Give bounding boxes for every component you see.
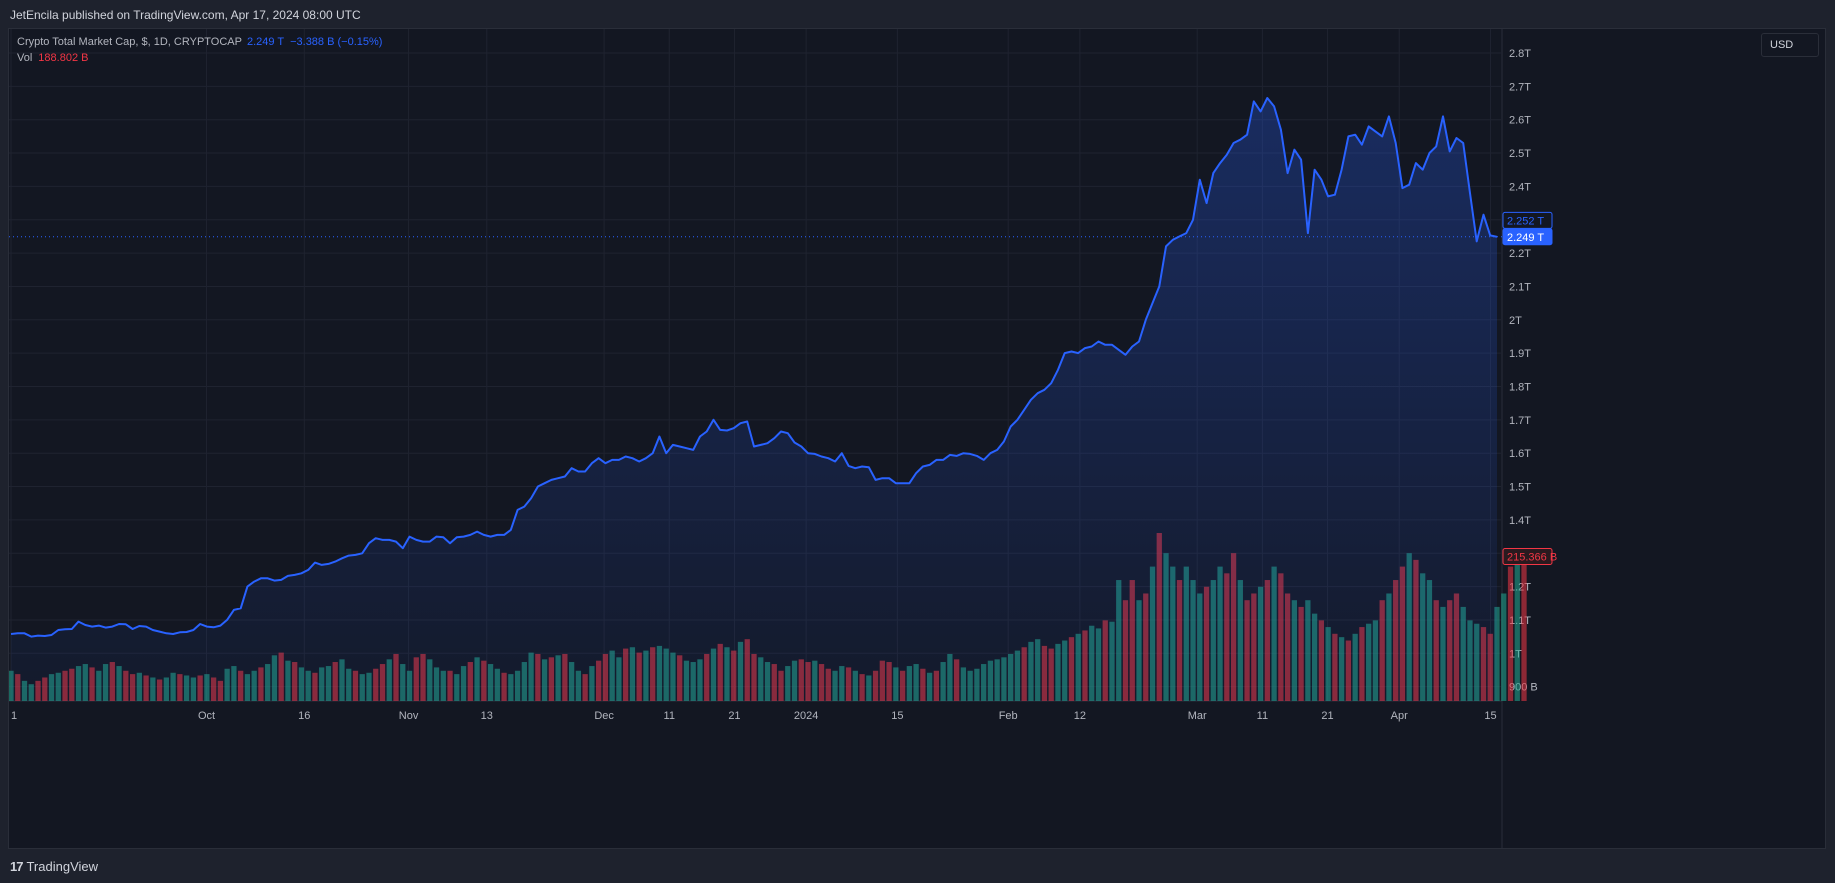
legend-volume-row[interactable]: Vol 188.802 B — [17, 50, 382, 66]
legend-change: −3.388 B (−0.15%) — [290, 36, 383, 48]
price-line — [10, 97, 1498, 638]
chart-legend: Crypto Total Market Cap, $, 1D, CRYPTOCA… — [17, 34, 382, 66]
x-axis-tick-label: Apr — [1391, 710, 1408, 722]
x-axis-tick-label: 1 — [11, 710, 17, 722]
chart-canvas[interactable]: 2.8T2.7T2.6T2.5T2.4T2.3T2.2T2.1T2T1.9T1.… — [9, 29, 1825, 848]
x-axis-tick-label: 15 — [1484, 710, 1496, 722]
y-axis-tick-label: 1.4T — [1509, 515, 1531, 527]
legend-price-row[interactable]: Crypto Total Market Cap, $, 1D, CRYPTOCA… — [17, 34, 382, 50]
x-axis-tick-label: Feb — [999, 710, 1018, 722]
tradingview-brand: TradingView — [26, 859, 99, 874]
svg-text:2.252 T: 2.252 T — [1507, 215, 1544, 227]
x-axis-tick-label: 15 — [891, 710, 903, 722]
ma-value-tag: 2.252 T — [1502, 211, 1553, 229]
x-axis-tick-label: Dec — [594, 710, 614, 722]
legend-vol-value: 188.802 B — [38, 52, 89, 64]
x-axis-tick-label: 12 — [1074, 710, 1086, 722]
top-bar: JetEncila published on TradingView.com, … — [0, 0, 1835, 28]
y-axis-tick-label: 1.7T — [1509, 415, 1531, 427]
y-axis-tick-label: 1.9T — [1509, 348, 1531, 360]
x-axis-tick-label: 21 — [1321, 710, 1333, 722]
tradingview-logo[interactable]: 17 TradingView — [10, 859, 98, 874]
currency-button[interactable]: USD — [1761, 33, 1819, 57]
published-info: JetEncila published on TradingView.com, … — [10, 8, 361, 22]
x-axis-tick-label: 21 — [728, 710, 740, 722]
x-axis-tick-label: 2024 — [794, 710, 818, 722]
price-area-fill — [11, 98, 1497, 701]
bottom-bar: 17 TradingView — [0, 849, 1835, 883]
x-axis-tick-label: 13 — [481, 710, 493, 722]
volume-bar — [1507, 566, 1514, 701]
y-axis-tick-label: 2.5T — [1509, 148, 1531, 160]
x-axis-tick-label: 11 — [664, 710, 675, 722]
x-axis-tick-label: Mar — [1188, 710, 1207, 722]
current-price-tag: 2.249 T — [1502, 228, 1553, 246]
chart-area[interactable]: 2.8T2.7T2.6T2.5T2.4T2.3T2.2T2.1T2T1.9T1.… — [8, 28, 1826, 849]
volume-bar — [1501, 593, 1507, 701]
y-axis-tick-label: 2.4T — [1509, 181, 1531, 193]
svg-text:215.366 B: 215.366 B — [1507, 552, 1557, 564]
volume-bar — [1514, 553, 1520, 701]
x-axis-tick-label: Nov — [399, 710, 419, 722]
y-axis-tick-label: 1.5T — [1509, 482, 1531, 494]
x-axis-tick-label: Oct — [198, 710, 215, 722]
volume-value-tag: 215.366 B — [1502, 548, 1557, 566]
y-axis-tick-label: 1.8T — [1509, 382, 1531, 394]
legend-vol-label: Vol — [17, 52, 33, 64]
y-axis-tick-label: 2.8T — [1509, 48, 1531, 60]
legend-last-value: 2.249 T — [246, 36, 285, 48]
x-axis-tick-label: 16 — [298, 710, 310, 722]
tradingview-mark-icon: 17 — [10, 859, 24, 874]
y-axis-tick-label: 2T — [1509, 315, 1522, 327]
y-axis-tick-label: 1.6T — [1509, 448, 1531, 460]
y-axis-tick-label: 2.7T — [1509, 81, 1531, 93]
y-axis-tick-label: 2.6T — [1509, 115, 1531, 127]
volume-bar — [1521, 556, 1527, 701]
svg-text:2.249 T: 2.249 T — [1507, 232, 1544, 244]
y-axis-tick-label: 2.2T — [1509, 248, 1531, 260]
legend-symbol: Crypto Total Market Cap, $, 1D, CRYPTOCA… — [17, 36, 242, 48]
y-axis-tick-label: 2.1T — [1509, 281, 1531, 293]
x-axis-tick-label: 11 — [1257, 710, 1268, 722]
